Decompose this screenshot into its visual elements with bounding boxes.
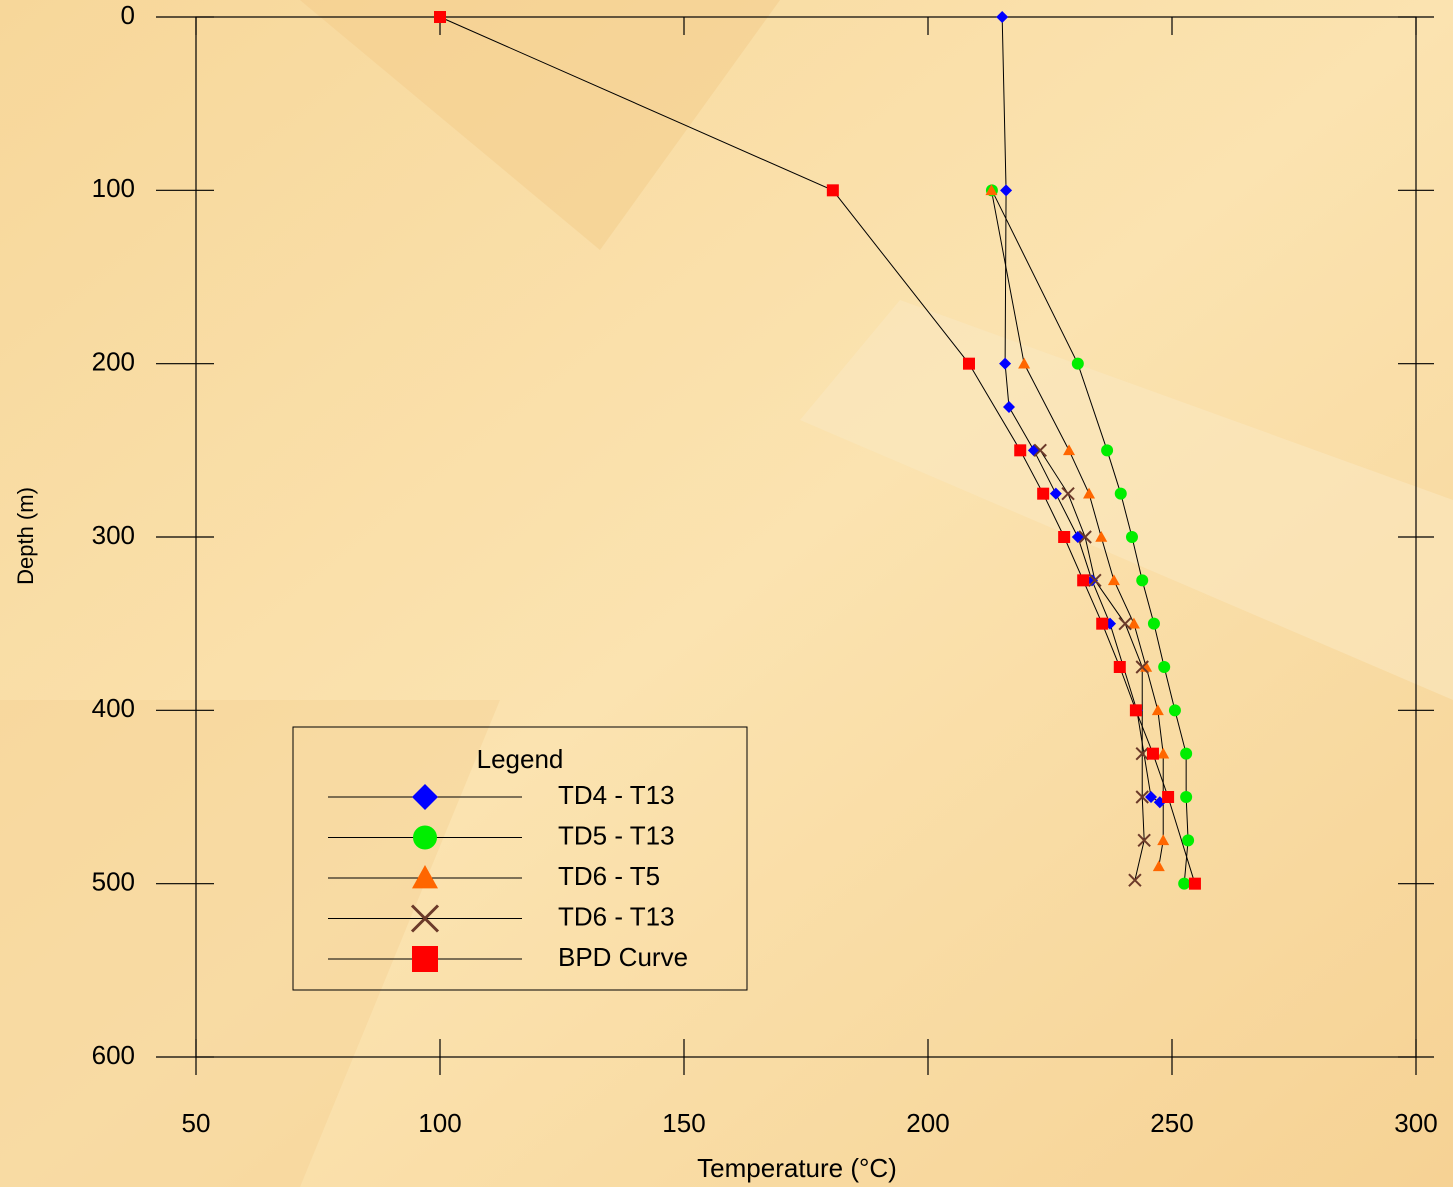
page: {"chart_data": {"type": "line", "xlabel"… [0,0,1453,1187]
legend-label: TD6 - T13 [558,901,675,931]
marker [1178,878,1190,890]
x-axis-label: Temperature (°C) [697,1153,897,1183]
marker [1037,488,1049,500]
marker [1180,791,1192,803]
marker [1077,574,1089,586]
marker [412,946,438,972]
legend-label: TD5 - T13 [558,820,675,850]
marker [1101,444,1113,456]
marker [1148,618,1160,630]
marker [1130,704,1142,716]
x-tick-label: 300 [1394,1108,1437,1138]
chart: Temperature (°C) Depth (m) 50 100 150 200 25… [0,0,1453,1187]
marker [1136,574,1148,586]
y-tick-label: 0 [121,0,135,30]
y-tick-label: 600 [92,1040,135,1070]
marker [1147,748,1159,760]
marker [1072,358,1084,370]
x-tick-label: 200 [906,1108,949,1138]
x-tick-label: 100 [418,1108,461,1138]
marker [1114,661,1126,673]
legend-label: BPD Curve [558,942,688,972]
marker [963,358,975,370]
y-tick-label: 200 [92,347,135,377]
marker [1162,791,1174,803]
marker [1169,704,1181,716]
marker [1158,661,1170,673]
y-tick-label: 500 [92,867,135,897]
marker [1014,444,1026,456]
marker [1096,618,1108,630]
marker [1115,488,1127,500]
marker [413,826,437,850]
legend-label: TD6 - T5 [558,861,660,891]
x-tick-label: 250 [1150,1108,1193,1138]
y-tick-label: 100 [92,173,135,203]
y-tick-label: 400 [92,693,135,723]
marker [434,11,446,23]
marker [1180,748,1192,760]
marker [1189,878,1201,890]
x-tick-label: 50 [182,1108,211,1138]
y-axis-label: Depth (m) [13,487,38,585]
x-tick-label: 150 [662,1108,705,1138]
marker [1182,834,1194,846]
legend-label: TD4 - T13 [558,780,675,810]
marker [1126,531,1138,543]
marker [1058,531,1070,543]
legend-title: Legend [477,744,564,774]
y-tick-label: 300 [92,520,135,550]
marker [827,184,839,196]
